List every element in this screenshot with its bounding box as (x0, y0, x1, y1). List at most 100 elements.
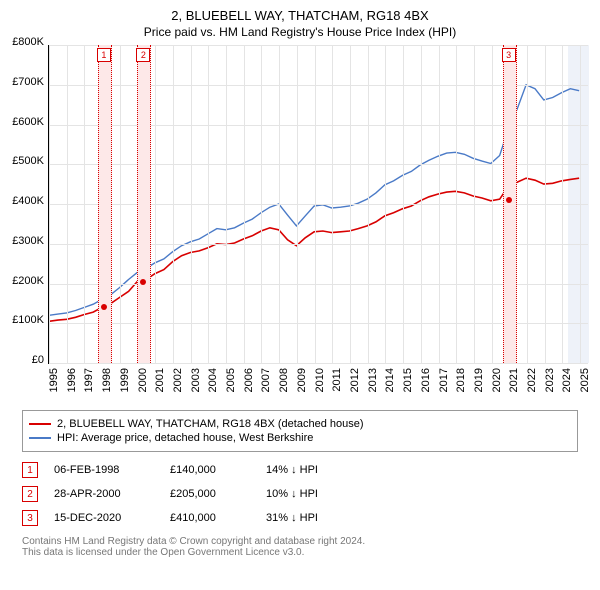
gridline-v (492, 45, 493, 363)
x-tick-label: 2025 (579, 368, 591, 392)
transaction-delta: 10% ↓ HPI (266, 488, 346, 500)
gridline-v (580, 45, 581, 363)
x-tick-label: 2019 (473, 368, 485, 392)
x-tick-label: 2011 (331, 368, 343, 392)
x-tick-label: 1996 (66, 368, 78, 392)
x-tick-label: 2004 (207, 368, 219, 392)
attribution-line: This data is licensed under the Open Gov… (22, 547, 578, 558)
transaction-marker-box: 2 (136, 48, 150, 62)
transaction-id-box: 3 (22, 510, 38, 526)
transaction-marker-box: 1 (97, 48, 111, 62)
y-axis: £0£100K£200K£300K£400K£500K£600K£700K£80… (0, 42, 48, 360)
y-tick-label: £800K (12, 36, 44, 48)
legend-swatch (29, 423, 51, 425)
y-tick-label: £400K (12, 195, 44, 207)
x-tick-label: 2016 (420, 368, 432, 392)
y-tick-label: £0 (32, 354, 44, 366)
x-tick-label: 2000 (137, 368, 149, 392)
legend-label: 2, BLUEBELL WAY, THATCHAM, RG18 4BX (det… (57, 418, 364, 430)
gridline-v (49, 45, 50, 363)
x-tick-label: 2013 (367, 368, 379, 392)
legend-label: HPI: Average price, detached house, West… (57, 432, 313, 444)
x-axis: 1995 1996 1997 1998 1999 2000 2001 2002 2003 2004… (48, 364, 588, 404)
transaction-point (140, 279, 146, 285)
transaction-price: £410,000 (170, 512, 250, 524)
transaction-marker-band (98, 45, 112, 363)
transactions-table: 1 06-FEB-1998 £140,000 14% ↓ HPI 2 28-APR-200… (22, 458, 578, 530)
gridline-v (474, 45, 475, 363)
x-tick-label: 2021 (508, 368, 520, 392)
gridline-v (421, 45, 422, 363)
gridline-v (385, 45, 386, 363)
gridline-v (315, 45, 316, 363)
gridline-v (279, 45, 280, 363)
gridline-v (332, 45, 333, 363)
gridline-v (368, 45, 369, 363)
x-tick-label: 2020 (491, 368, 503, 392)
transaction-delta: 31% ↓ HPI (266, 512, 346, 524)
gridline-v (350, 45, 351, 363)
transaction-marker-box: 3 (502, 48, 516, 62)
transaction-id-box: 1 (22, 462, 38, 478)
gridline-v (562, 45, 563, 363)
gridline-v (527, 45, 528, 363)
legend-item: 2, BLUEBELL WAY, THATCHAM, RG18 4BX (det… (29, 417, 571, 431)
legend-swatch (29, 437, 51, 439)
transaction-price: £140,000 (170, 464, 250, 476)
x-tick-label: 1998 (101, 368, 113, 392)
gridline-v (67, 45, 68, 363)
x-tick-label: 2022 (526, 368, 538, 392)
gridline-v (403, 45, 404, 363)
transaction-row: 2 28-APR-2000 £205,000 10% ↓ HPI (22, 482, 578, 506)
gridline-v (120, 45, 121, 363)
chart-plot-area: 1 2 3 (48, 45, 588, 364)
x-tick-label: 2009 (296, 368, 308, 392)
gridline-v (208, 45, 209, 363)
x-tick-label: 2024 (561, 368, 573, 392)
transaction-delta: 14% ↓ HPI (266, 464, 346, 476)
attribution-line: Contains HM Land Registry data © Crown c… (22, 536, 578, 547)
y-tick-label: £100K (12, 314, 44, 326)
legend-box: 2, BLUEBELL WAY, THATCHAM, RG18 4BX (det… (22, 410, 578, 452)
y-tick-label: £600K (12, 116, 44, 128)
y-tick-label: £300K (12, 235, 44, 247)
x-tick-label: 1997 (83, 368, 95, 392)
x-tick-label: 2003 (190, 368, 202, 392)
x-tick-label: 2001 (154, 368, 166, 392)
gridline-v (84, 45, 85, 363)
transaction-date: 06-FEB-1998 (54, 464, 154, 476)
x-tick-label: 2017 (438, 368, 450, 392)
gridline-v (261, 45, 262, 363)
y-tick-label: £700K (12, 76, 44, 88)
attribution: Contains HM Land Registry data © Crown c… (22, 536, 578, 558)
gridline-v (297, 45, 298, 363)
x-tick-label: 2012 (349, 368, 361, 392)
legend-item: HPI: Average price, detached house, West… (29, 431, 571, 445)
gridline-v (155, 45, 156, 363)
gridline-v (244, 45, 245, 363)
chart-subtitle: Price paid vs. HM Land Registry's House … (0, 23, 600, 45)
gridline-v (226, 45, 227, 363)
gridline-v (439, 45, 440, 363)
transaction-price: £205,000 (170, 488, 250, 500)
x-tick-label: 2015 (402, 368, 414, 392)
transaction-row: 315-DEC-2020£410,00031% ↓ HPI (22, 506, 578, 530)
x-tick-label: 1999 (119, 368, 131, 392)
x-tick-label: 2018 (455, 368, 467, 392)
x-tick-label: 2023 (544, 368, 556, 392)
transaction-marker-band (137, 45, 151, 363)
transaction-marker-band (503, 45, 517, 363)
transaction-id-box: 2 (22, 486, 38, 502)
x-tick-label: 2008 (278, 368, 290, 392)
transaction-row: 1 06-FEB-1998 £140,000 14% ↓ HPI (22, 458, 578, 482)
x-tick-label: 2010 (314, 368, 326, 392)
x-tick-label: 2006 (243, 368, 255, 392)
x-tick-label: 2005 (225, 368, 237, 392)
transaction-point (506, 197, 512, 203)
x-tick-label: 1995 (48, 368, 60, 392)
chart-title: 2, BLUEBELL WAY, THATCHAM, RG18 4BX (0, 0, 600, 23)
gridline-v (456, 45, 457, 363)
transaction-date: 28-APR-2000 (54, 488, 154, 500)
x-tick-label: 2002 (172, 368, 184, 392)
gridline-v (545, 45, 546, 363)
